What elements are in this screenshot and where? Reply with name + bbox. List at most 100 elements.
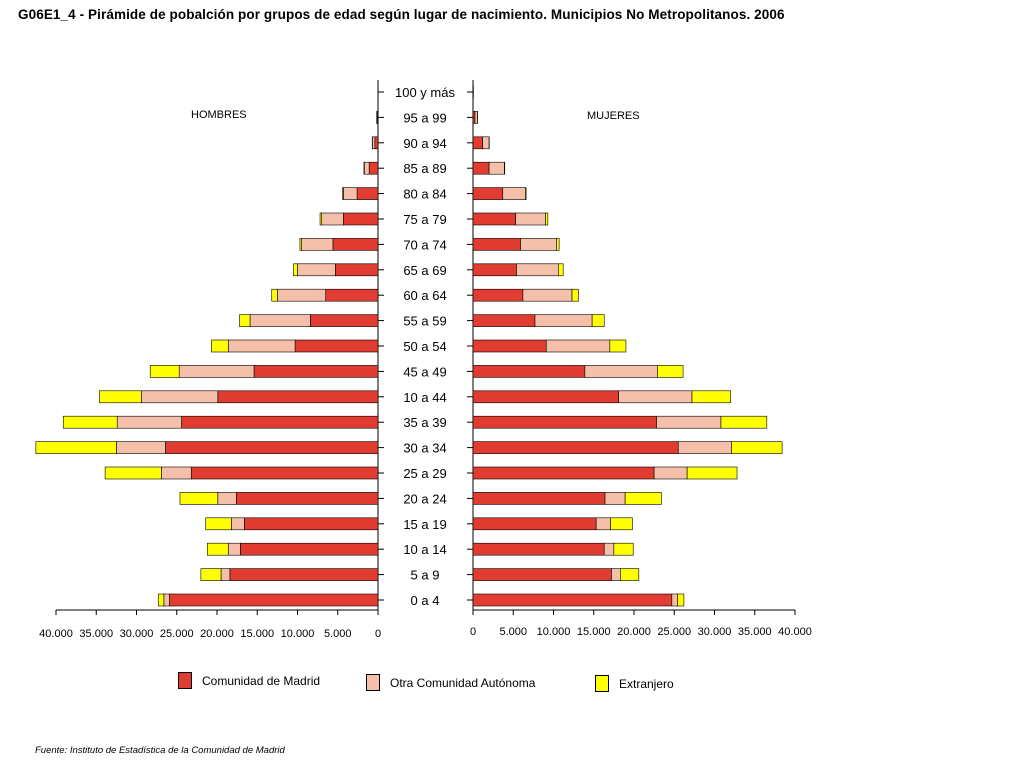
- bar-hombres-madrid: [253, 365, 379, 378]
- bar-mujeres-madrid: [472, 263, 517, 277]
- legend-label-otra: Otra Comunidad Autónoma: [390, 675, 536, 690]
- bar-mujeres-otra: [474, 111, 478, 124]
- bar-hombres-madrid: [325, 288, 379, 302]
- legend-item-extranjero: Extranjero: [595, 675, 674, 692]
- bar-mujeres-extranjero: [620, 568, 640, 581]
- bar-mujeres-madrid: [472, 517, 597, 531]
- bar-hombres-madrid: [244, 517, 379, 531]
- bar-hombres-madrid: [335, 263, 379, 277]
- bar-hombres-extranjero: [299, 238, 302, 251]
- age-group-label: 0 a 4: [411, 593, 440, 608]
- bar-hombres-otra: [116, 415, 182, 429]
- hombres-x-tick-label: 0: [375, 628, 381, 640]
- bar-hombres-madrid: [165, 441, 379, 454]
- bar-hombres-otra: [116, 441, 166, 454]
- bar-hombres-extranjero: [62, 415, 118, 429]
- bar-hombres-extranjero: [342, 187, 344, 200]
- bar-mujeres-otra: [516, 263, 559, 277]
- bar-mujeres-otra: [545, 339, 611, 353]
- bar-hombres-extranjero: [157, 593, 165, 607]
- bar-hombres-extranjero: [99, 390, 142, 404]
- bar-hombres-otra: [343, 187, 358, 200]
- bar-mujeres-otra: [520, 238, 558, 251]
- age-group-label: 90 a 94: [403, 136, 446, 151]
- bar-hombres-extranjero: [319, 212, 322, 226]
- mujeres-label: MUJERES: [587, 110, 640, 122]
- age-group-label: 5 a 9: [411, 568, 440, 583]
- bar-hombres-otra: [227, 339, 296, 353]
- mujeres-x-tick-label: 20.000: [617, 626, 651, 638]
- bar-hombres-madrid: [240, 542, 379, 556]
- bar-mujeres-extranjero: [731, 441, 783, 454]
- bar-hombres-madrid: [368, 161, 379, 175]
- age-group-label: 60 a 64: [403, 288, 446, 303]
- bar-mujeres-otra: [515, 212, 546, 226]
- bar-hombres-madrid: [229, 568, 379, 581]
- bar-mujeres-madrid: [472, 339, 547, 353]
- bar-hombres-otra: [178, 365, 255, 378]
- bar-mujeres-madrid: [472, 238, 521, 251]
- bar-mujeres-madrid: [472, 568, 612, 581]
- bar-mujeres-otra: [611, 568, 621, 581]
- hombres-x-tick-label: 10.000: [281, 628, 315, 640]
- mujeres-x-tick-label: 30.000: [698, 626, 732, 638]
- bar-hombres-otra: [321, 212, 344, 226]
- hombres-x-tick-label: 20.000: [200, 628, 234, 640]
- bar-hombres-otra: [217, 492, 237, 505]
- bar-mujeres-madrid: [472, 390, 620, 404]
- bar-hombres-otra: [372, 136, 376, 150]
- bar-mujeres-otra: [522, 288, 573, 302]
- age-group-label: 15 a 19: [403, 517, 446, 532]
- bar-mujeres-otra: [534, 314, 593, 327]
- bar-mujeres-extranjero: [610, 517, 633, 531]
- bar-hombres-extranjero: [179, 492, 219, 505]
- bar-mujeres-otra: [595, 517, 611, 531]
- bar-mujeres-madrid: [472, 415, 657, 429]
- bar-mujeres-madrid: [472, 288, 524, 302]
- bar-hombres-otra: [220, 568, 231, 581]
- hombres-x-tick-label: 30.000: [120, 628, 154, 640]
- bar-hombres-madrid: [332, 238, 379, 251]
- bar-hombres-otra: [161, 466, 192, 480]
- bar-mujeres-otra: [671, 593, 678, 607]
- bar-mujeres-otra: [677, 441, 732, 454]
- bar-hombres-madrid: [236, 492, 379, 505]
- age-group-label: 50 a 54: [403, 339, 446, 354]
- bar-mujeres-madrid: [472, 161, 490, 175]
- bar-hombres-extranjero: [207, 542, 229, 556]
- bar-hombres-extranjero: [271, 288, 278, 302]
- bar-hombres-madrid: [217, 390, 379, 404]
- age-group-label: 75 a 79: [403, 212, 446, 227]
- bar-mujeres-madrid: [472, 466, 655, 480]
- bar-mujeres-otra: [653, 466, 688, 480]
- bar-mujeres-madrid: [472, 212, 516, 226]
- age-group-label: 30 a 34: [403, 441, 446, 456]
- bar-hombres-otra: [163, 593, 170, 607]
- bar-mujeres-extranjero: [691, 390, 731, 404]
- age-group-label: 20 a 24: [403, 491, 446, 506]
- bar-mujeres-madrid: [472, 365, 586, 378]
- age-group-label: 95 a 99: [403, 110, 446, 125]
- hombres-x-tick-label: 40.000: [39, 628, 73, 640]
- bar-hombres-otra: [277, 288, 326, 302]
- bar-mujeres-otra: [482, 136, 490, 150]
- mujeres-x-tick-label: 35.000: [738, 626, 772, 638]
- bar-mujeres-madrid: [472, 187, 504, 200]
- bar-mujeres-otra: [502, 187, 526, 200]
- age-group-label: 25 a 29: [403, 466, 446, 481]
- bar-mujeres-extranjero: [613, 542, 634, 556]
- bar-mujeres-extranjero: [545, 212, 549, 226]
- bar-hombres-otra: [297, 263, 336, 277]
- age-group-label: 35 a 39: [403, 415, 446, 430]
- age-group-label: 85 a 89: [403, 161, 446, 176]
- bar-mujeres-madrid: [472, 136, 483, 150]
- bar-mujeres-otra: [618, 390, 693, 404]
- bar-hombres-extranjero: [35, 441, 117, 454]
- bar-mujeres-extranjero: [720, 415, 768, 429]
- bar-hombres-madrid: [294, 339, 379, 353]
- bar-mujeres-madrid: [472, 441, 679, 454]
- bar-mujeres-madrid: [472, 111, 476, 124]
- bar-hombres-madrid: [190, 466, 379, 480]
- bar-mujeres-otra: [488, 161, 505, 175]
- bar-mujeres-extranjero: [525, 187, 527, 200]
